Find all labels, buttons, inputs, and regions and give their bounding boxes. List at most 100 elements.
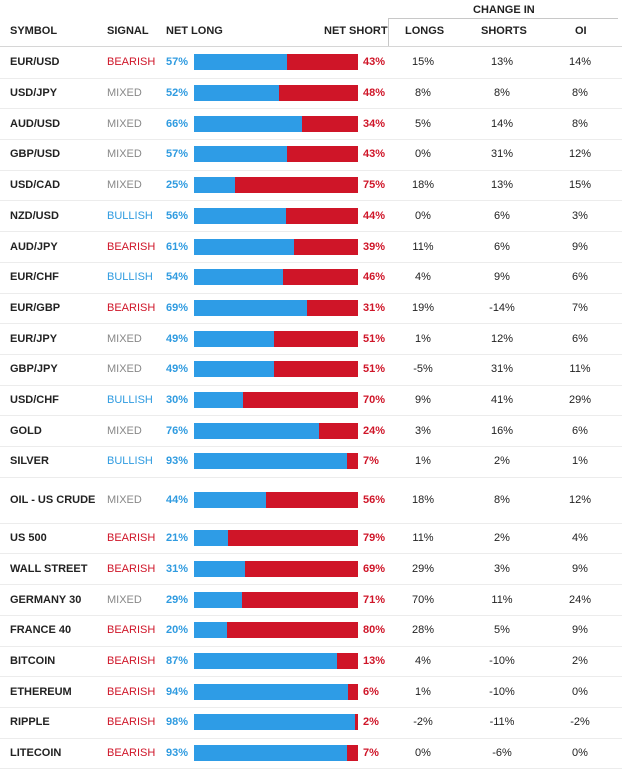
net-long-bar-fill [194, 269, 283, 286]
symbol-cell[interactable]: RIPPLE [10, 716, 50, 729]
sentiment-bar [194, 330, 358, 347]
table-row[interactable]: RIPPLE BEARISH 98% 2% -2% -11% -2% [0, 707, 622, 739]
net-long-value: 76% [166, 424, 189, 437]
symbol-cell[interactable]: LITECOIN [10, 747, 62, 760]
longs-change: 11% [412, 240, 434, 253]
net-long-value: 29% [166, 593, 189, 606]
longs-change: 1% [415, 685, 431, 698]
header-net-short[interactable]: NET SHORT [324, 25, 388, 37]
oi-change: 29% [568, 394, 592, 407]
shorts-change: 6% [494, 209, 510, 222]
net-long-bar-fill [194, 177, 235, 194]
header-shorts[interactable]: SHORTS [481, 25, 527, 37]
sentiment-bar [194, 530, 358, 547]
table-row[interactable]: EUR/CHF BULLISH 54% 46% 4% 9% 6% [0, 262, 622, 294]
symbol-cell[interactable]: GOLD [10, 424, 42, 437]
signal-cell: BEARISH [107, 240, 156, 253]
symbol-cell[interactable]: NZD/USD [10, 209, 59, 222]
symbol-cell[interactable]: AUD/JPY [10, 240, 58, 253]
table-row[interactable]: EUR/GBP BEARISH 69% 31% 19% -14% 7% [0, 293, 622, 325]
net-long-value: 49% [166, 363, 189, 376]
symbol-cell[interactable]: ETHEREUM [10, 685, 72, 698]
oi-change: 0% [572, 685, 588, 698]
table-row[interactable]: US 500 BEARISH 21% 79% 11% 2% 4% [0, 523, 622, 555]
net-short-value: 56% [363, 493, 386, 506]
table-row[interactable]: USD/JPY MIXED 52% 48% 8% 8% 8% [0, 78, 622, 110]
net-short-value: 44% [363, 209, 386, 222]
net-short-value: 6% [363, 685, 379, 698]
net-short-value: 43% [363, 148, 386, 161]
shorts-change: 5% [494, 624, 510, 637]
net-long-bar-fill [194, 745, 347, 762]
net-long-bar-fill [194, 560, 245, 577]
symbol-cell[interactable]: EUR/JPY [10, 332, 58, 345]
table-row[interactable]: FRANCE 40 BEARISH 20% 80% 28% 5% 9% [0, 615, 622, 647]
table-row[interactable]: WALL STREET BEARISH 31% 69% 29% 3% 9% [0, 554, 622, 586]
symbol-cell[interactable]: GBP/USD [10, 148, 61, 161]
table-row[interactable]: EUR/USD BEARISH 57% 43% 15% 13% 14% [0, 47, 622, 79]
symbol-cell[interactable]: OIL - US CRUDE [10, 493, 96, 506]
shorts-change: 2% [494, 532, 510, 545]
symbol-cell[interactable]: GERMANY 30 [10, 593, 82, 606]
symbol-cell[interactable]: USD/JPY [10, 87, 58, 100]
table-row[interactable]: GOLD MIXED 76% 24% 3% 16% 6% [0, 415, 622, 448]
longs-change: 5% [415, 117, 431, 130]
oi-change: 9% [572, 624, 588, 637]
header-longs[interactable]: LONGS [405, 25, 445, 37]
net-short-value: 75% [363, 179, 386, 192]
table-row[interactable]: NZD/USD BULLISH 56% 44% 0% 6% 3% [0, 201, 622, 233]
symbol-cell[interactable]: EUR/GBP [10, 301, 61, 314]
symbol-cell[interactable]: BITCOIN [10, 654, 56, 667]
signal-cell: BEARISH [107, 654, 156, 667]
table-row[interactable]: AUD/USD MIXED 66% 34% 5% 14% 8% [0, 108, 622, 141]
symbol-cell[interactable]: USD/CAD [10, 179, 61, 192]
signal-cell: BEARISH [107, 301, 156, 314]
oi-change: 3% [572, 209, 588, 222]
shorts-change: 6% [494, 240, 510, 253]
longs-change: 70% [411, 593, 435, 606]
table-row[interactable]: USD/CAD MIXED 25% 75% 18% 13% 15% [0, 170, 622, 202]
table-row[interactable]: BITCOIN BEARISH 87% 13% 4% -10% 2% [0, 646, 622, 678]
signal-cell: BULLISH [107, 455, 153, 468]
net-long-value: 93% [166, 455, 189, 468]
sentiment-bar [194, 591, 358, 608]
longs-change: 18% [411, 179, 435, 192]
symbol-cell[interactable]: FRANCE 40 [10, 624, 72, 637]
longs-change: 11% [412, 532, 434, 545]
symbol-cell[interactable]: GBP/JPY [10, 363, 58, 376]
symbol-cell[interactable]: EUR/CHF [10, 271, 59, 284]
net-long-bar-fill [194, 683, 349, 700]
oi-change: -2% [570, 716, 590, 729]
symbol-cell[interactable]: WALL STREET [10, 562, 88, 575]
table-row[interactable]: AUD/JPY BEARISH 61% 39% 11% 6% 9% [0, 231, 622, 263]
header-oi[interactable]: OI [575, 25, 587, 37]
table-row[interactable]: ETHEREUM BEARISH 94% 6% 1% -10% 0% [0, 676, 622, 708]
header-signal[interactable]: SIGNAL [107, 25, 149, 37]
signal-cell: BEARISH [107, 685, 156, 698]
table-row[interactable]: GBP/JPY MIXED 49% 51% -5% 31% 11% [0, 354, 622, 386]
table-row[interactable]: SILVER BULLISH 93% 7% 1% 2% 1% [0, 446, 622, 478]
net-long-value: 66% [166, 117, 189, 130]
table-row[interactable]: GERMANY 30 MIXED 29% 71% 70% 11% 24% [0, 584, 622, 616]
oi-change: 1% [572, 455, 588, 468]
symbol-cell[interactable]: AUD/USD [10, 117, 61, 130]
net-short-value: 34% [363, 117, 386, 130]
symbol-cell[interactable]: EUR/USD [10, 56, 60, 69]
table-row[interactable]: USD/CHF BULLISH 30% 70% 9% 41% 29% [0, 385, 622, 417]
table-row[interactable]: GBP/USD MIXED 57% 43% 0% 31% 12% [0, 139, 622, 171]
net-short-value: 48% [363, 87, 386, 100]
net-long-bar-fill [194, 392, 244, 409]
table-row[interactable]: EUR/JPY MIXED 49% 51% 1% 12% 6% [0, 323, 622, 355]
net-short-value: 71% [363, 593, 386, 606]
longs-change: 3% [415, 424, 431, 437]
header-net-long[interactable]: NET LONG [166, 25, 223, 37]
table-row[interactable]: LITECOIN BEARISH 93% 7% 0% -6% 0% [0, 738, 622, 770]
header-symbol[interactable]: SYMBOL [10, 25, 58, 37]
symbol-cell[interactable]: US 500 [10, 532, 47, 545]
symbol-cell[interactable]: USD/CHF [10, 394, 59, 407]
table-row[interactable]: OIL - US CRUDE MIXED 44% 56% 18% 8% 12% [0, 477, 622, 524]
net-long-bar-fill [194, 491, 267, 508]
net-short-value: 79% [363, 532, 386, 545]
symbol-cell[interactable]: SILVER [10, 455, 49, 468]
